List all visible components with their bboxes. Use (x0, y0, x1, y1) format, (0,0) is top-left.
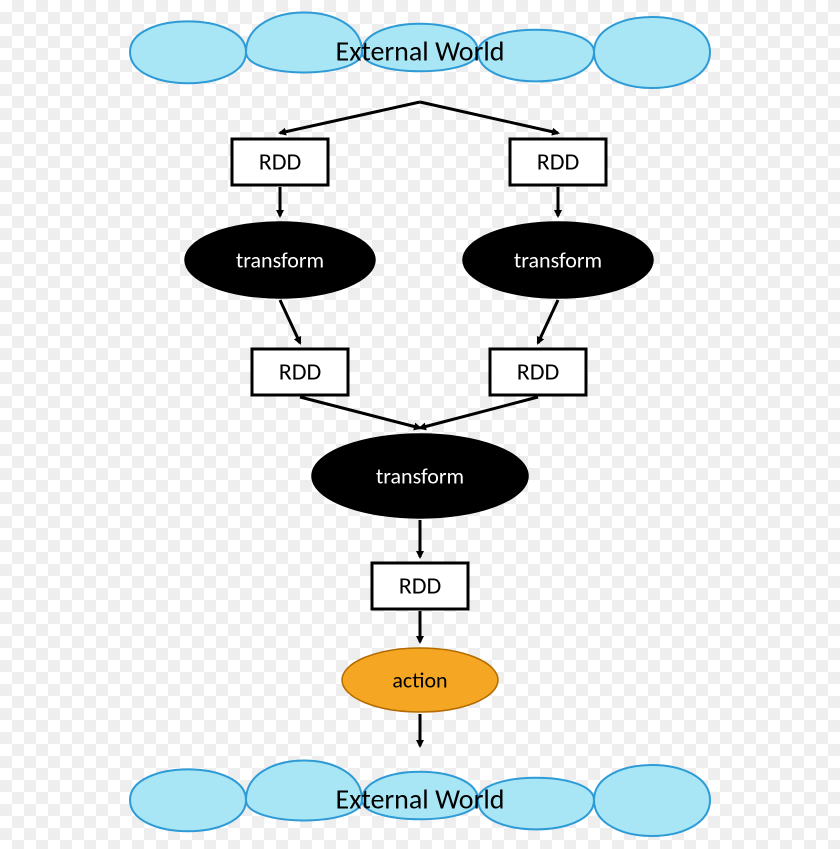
action: action (342, 648, 498, 712)
nodes: External World RDD RDD transform transform RD… (130, 12, 710, 836)
rdd_l2: RDD (252, 349, 348, 395)
rdd_r2: RDD (490, 349, 586, 395)
cloud_top: External World (130, 12, 710, 88)
trans_m: transform (312, 434, 528, 518)
trans_r-label: transform (514, 246, 602, 273)
rdd_m: RDD (372, 563, 468, 609)
edge (420, 102, 558, 133)
action-label: action (392, 666, 447, 693)
rdd_r1: RDD (510, 139, 606, 185)
trans_r: transform (463, 222, 653, 298)
cloud_top-label: External World (336, 34, 505, 69)
edge (420, 397, 538, 428)
rdd_r1-label: RDD (537, 148, 580, 177)
edge (280, 300, 300, 343)
rdd_l1: RDD (232, 139, 328, 185)
rdd_l2-label: RDD (279, 358, 322, 387)
rdd_r2-label: RDD (517, 358, 560, 387)
edge (280, 102, 420, 133)
cloud_bottom: External World (130, 760, 710, 836)
rdd_m-label: RDD (399, 572, 442, 601)
edge (300, 397, 420, 428)
rdd_l1-label: RDD (259, 148, 302, 177)
trans_l-label: transform (236, 246, 324, 273)
flowchart: External World RDD RDD transform transform RD… (0, 0, 840, 849)
trans_l: transform (185, 222, 375, 298)
cloud_bottom-label: External World (336, 782, 505, 817)
edge (538, 300, 558, 343)
trans_m-label: transform (376, 462, 464, 489)
